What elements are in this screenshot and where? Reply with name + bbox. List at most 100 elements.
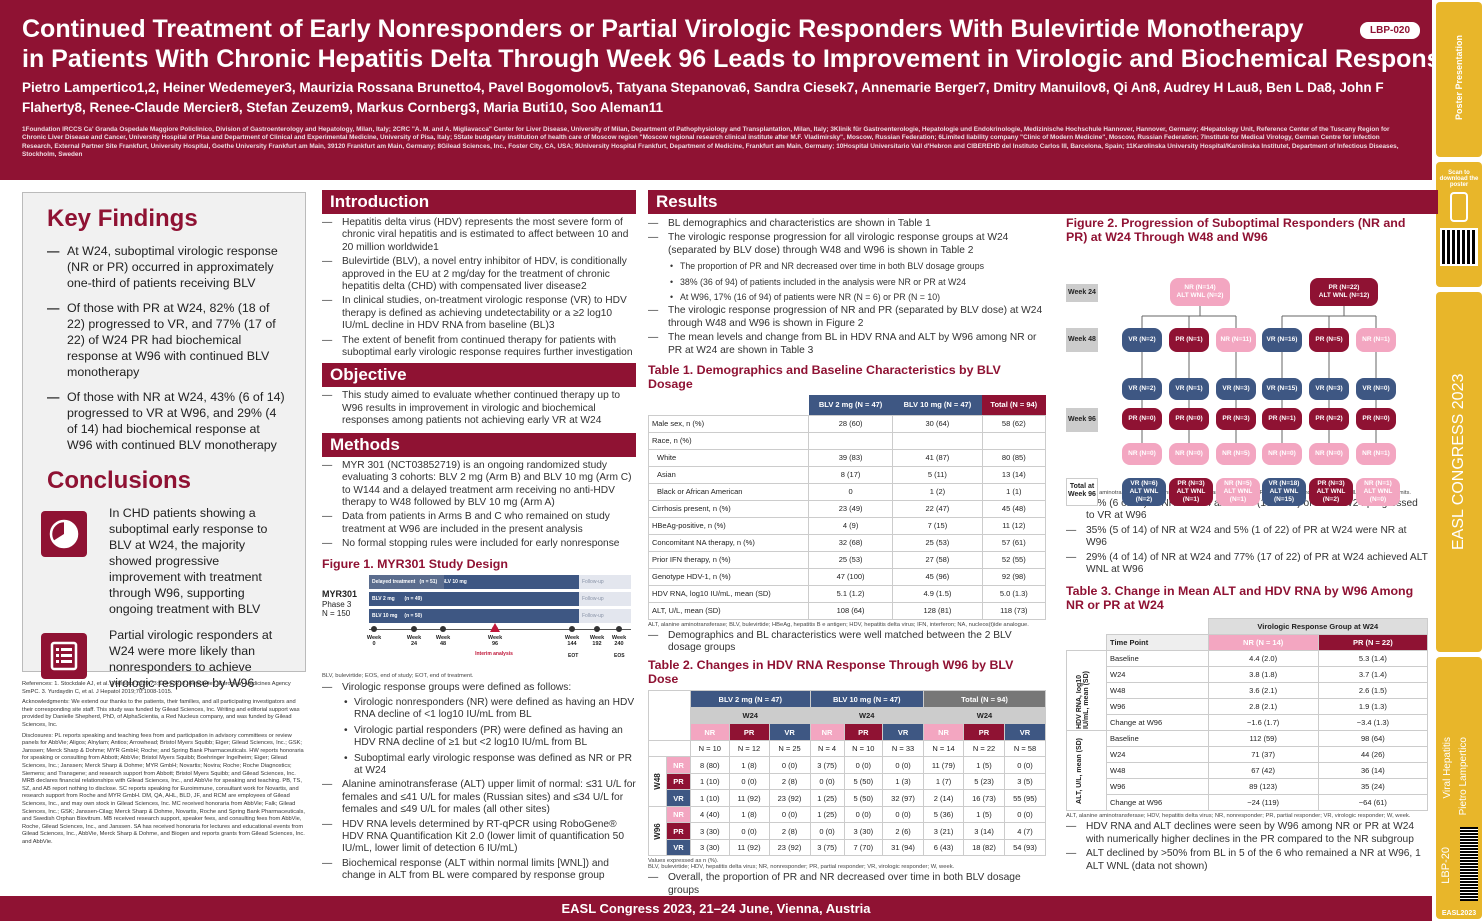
cell-value: 4.4 (2.0) [1207, 650, 1319, 668]
t2-w24-header: W24 [809, 706, 925, 725]
table-3-caption: ALT, alanine aminotransferase; HDV, hepa… [1066, 813, 1411, 820]
w96-nr-box: NR (N=0) [1169, 443, 1209, 465]
w96-pr-box: PR (N=1) [1262, 408, 1302, 430]
table-2-caption-2: BLV, bulevirtide; HDV, hepatitis delta v… [648, 864, 955, 871]
cell-value: 23 (49) [807, 499, 894, 518]
n-cell: N = 10 [690, 739, 730, 758]
barcode-icon [1460, 827, 1478, 901]
cell-value: 57 (61) [981, 533, 1047, 552]
n-cell: N = 14 [923, 739, 965, 758]
cell-value: 5 (50) [843, 789, 884, 807]
poster-title-line-1: Continued Treatment of Early Nonresponde… [22, 15, 1304, 43]
w96-pr-box: PR (N=0) [1356, 408, 1396, 430]
time-point: W96 [1106, 778, 1209, 796]
row-label: Cirrhosis present, n (%) [648, 499, 809, 518]
cell-value: 11 (92) [728, 789, 770, 807]
cell-value: 3 (75) [809, 838, 845, 857]
t2-col-header: PR [963, 723, 1005, 741]
w48-box: NR (N=1) [1356, 328, 1396, 352]
results-item: — ALT declined by >50% from BL in 5 of th… [1066, 848, 1421, 872]
table-row: PR 3 (30) 0 (0) 2 (8) 0 (0) 3 (30) 2 (6) 3 (21)… [649, 822, 1047, 840]
table-row: Genotype HDV-1, n (%) 47 (100) 45 (96) 92 (… [648, 567, 1047, 586]
topic-label: Viral Hepatitis [1442, 737, 1453, 799]
time-point: Baseline [1106, 650, 1209, 668]
table-row: Change at W96 −24 (119) −64 (61) [1067, 794, 1429, 812]
cell-value: 0 (0) [882, 756, 925, 774]
t1-col-header: BLV 2 mg (N = 47) [808, 395, 893, 416]
n-cell: N = 4 [809, 739, 845, 758]
table-row: W96 2.8 (2.1) 1.9 (1.3) [1067, 698, 1429, 716]
week-label: Week 96 [487, 634, 503, 647]
week-label: Week 192 [589, 634, 605, 647]
qr-code-icon[interactable] [1440, 228, 1478, 266]
cell-value: 1 (10) [690, 772, 730, 791]
table-header-row: BLV 2 mg (N = 47) BLV 10 mg (N = 47) Total… [648, 690, 1046, 741]
total-w96-box: PR (N=3) ALT WNL (N=2) [1309, 478, 1353, 506]
w48-box: PR (N=5) [1309, 328, 1349, 352]
arm-10mg-bar: BLV 10 mg (n = 50) [369, 608, 579, 623]
results-item: — The mean levels and change from BL in H… [648, 332, 1037, 356]
cell-value: 1 (1) [981, 482, 1047, 501]
figure-1-caption: BLV, bulevirtide; EOS, end of study; EOT… [322, 672, 474, 679]
cell-value: 25 (53) [892, 533, 983, 552]
week-label: Week 144 [564, 634, 580, 647]
cell-value: 18 (82) [963, 838, 1005, 857]
response-label: PR [666, 822, 691, 840]
cell-value: 2 (8) [768, 822, 811, 840]
delayed-segment: Delayed treatment (n = 51) [369, 574, 444, 589]
response-label: VR [666, 838, 691, 857]
table-header-row: Time Point NR (N = 14) PR (N = 22) [1067, 634, 1429, 652]
w96-vr-box: VR (N=3) [1309, 378, 1349, 400]
timeline-tick [594, 625, 600, 632]
cell-value: 2 (14) [923, 789, 965, 807]
cell-value: 4.9 (1.5) [892, 584, 983, 603]
cell-value: 1 (25) [809, 805, 845, 824]
corner-cell [648, 690, 691, 741]
w96-nr-box: NR (N=0) [1262, 443, 1302, 465]
results-item: — Overall, the proportion of PR and NR de… [648, 872, 1021, 896]
n-cell: N = 22 [963, 739, 1005, 758]
methods-item: — No formal stopping rules were included … [322, 538, 620, 550]
row-label: Concomitant NA therapy, n (%) [648, 533, 809, 552]
conclusion-item: Partial virologic responders at W24 were… [41, 627, 287, 691]
w96-pr-box: PR (N=2) [1309, 408, 1349, 430]
intro-item: — Hepatitis delta virus (HDV) represents … [322, 217, 629, 253]
congress-label: EASL CONGRESS 2023 [1450, 373, 1467, 551]
footer: EASL Congress 2023, 21–24 June, Vienna, … [0, 896, 1432, 921]
cell-value: 22 (47) [892, 499, 983, 518]
study-n: N = 150 [322, 608, 351, 618]
cell-value: 3 (5) [1003, 772, 1047, 791]
cell-value: −1.6 (1.7) [1207, 714, 1319, 732]
week-text: W48 [653, 773, 662, 790]
cell-value: 8 (80) [690, 756, 730, 774]
table-row: W24 71 (37) 44 (26) [1067, 746, 1429, 764]
follow-up-bar: Follow-up [579, 608, 631, 623]
w96-nr-box: NR (N=1) [1356, 443, 1396, 465]
methods-item: — HDV RNA levels determined by RT-qPCR us… [322, 818, 624, 855]
week-label: W96 [648, 805, 667, 857]
pie-chart-icon [41, 511, 87, 557]
cell-value: 28 (60) [807, 414, 894, 433]
table-3-title: Table 3. Change in Mean ALT and HDV RNA … [1066, 584, 1414, 613]
w48-box: NR (N=11) [1216, 328, 1256, 352]
intro-item: — In clinical studies, on-treatment virol… [322, 295, 627, 332]
methods-item: — MYR 301 (NCT03852719) is an ongoing ran… [322, 459, 632, 508]
cell-value: 1.9 (1.3) [1317, 698, 1429, 716]
study-name: MYR301 [322, 588, 358, 599]
results-left-column: — BL demographics and characteristics are… [648, 216, 1047, 897]
poster-code-badge: LBP-020 [1359, 22, 1420, 39]
week-row-label: Week 96 [1066, 408, 1098, 432]
cell-value: 1 (25) [809, 789, 845, 807]
row-label: Male sex, n (%) [648, 414, 809, 433]
n-cell: N = 58 [1003, 739, 1047, 758]
timeline-axis [369, 628, 631, 630]
row-label: Asian [648, 465, 809, 484]
n-cell: N = 25 [768, 739, 811, 758]
table-row: HBeAg-positive, n (%) 4 (9) 7 (15) 11 (12) [648, 516, 1047, 535]
affiliations: 1Foundation IRCCS Ca' Granda Ospedale Ma… [22, 126, 1399, 159]
cell-value: 39 (83) [807, 448, 894, 467]
row-label: Genotype HDV-1, n (%) [648, 567, 809, 586]
table-row: Asian 8 (17) 5 (11) 13 (14) [648, 465, 1047, 484]
key-finding-item: — Of those with NR at W24, 43% (6 of 14) … [47, 390, 285, 452]
